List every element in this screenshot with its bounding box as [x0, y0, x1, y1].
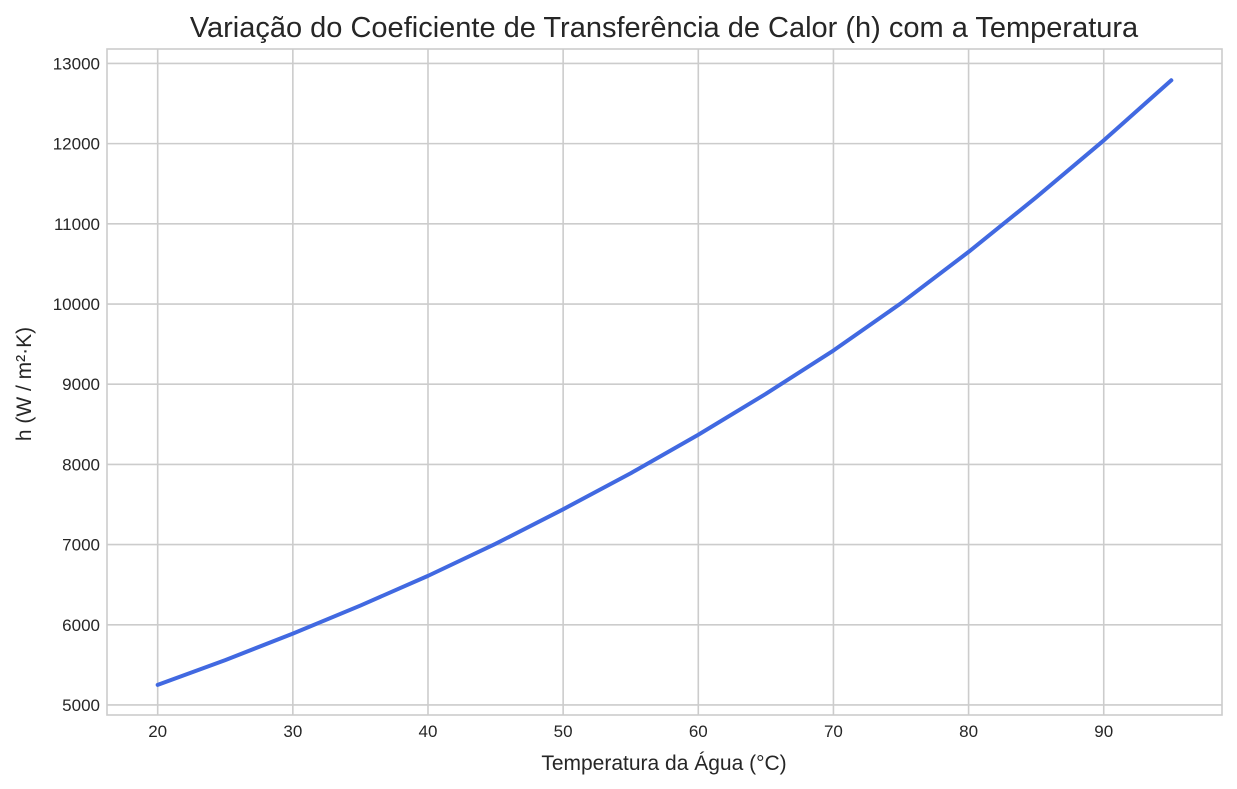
y-tick-label: 12000 [53, 135, 100, 154]
y-tick-label: 11000 [54, 215, 100, 234]
y-axis-ticks: 5000 6000 7000 8000 9000 10000 11000 12000 13000 [53, 54, 100, 715]
x-tick-label: 60 [689, 722, 708, 741]
series-layer [155, 78, 1174, 687]
y-tick-label: 8000 [62, 455, 100, 474]
plot-area-frame [106, 48, 1223, 716]
y-tick-label: 13000 [53, 54, 100, 73]
x-axis-label: Temperatura da Água (°C) [541, 752, 786, 775]
y-tick-label: 6000 [62, 616, 100, 635]
y-tick-label: 7000 [62, 536, 100, 555]
x-axis-ticks: 20 30 40 50 60 70 80 90 [148, 722, 1113, 741]
y-tick-label: 5000 [62, 696, 100, 715]
series-line [155, 78, 1174, 687]
x-tick-label: 50 [554, 722, 573, 741]
x-tick-label: 20 [148, 722, 167, 741]
x-tick-label: 30 [283, 722, 302, 741]
grid [107, 49, 1222, 715]
x-tick-label: 80 [959, 722, 978, 741]
y-tick-label: 9000 [62, 375, 100, 394]
x-tick-label: 40 [419, 722, 438, 741]
x-tick-label: 90 [1094, 722, 1113, 741]
y-axis-label: h (W / m²·K) [13, 327, 36, 441]
y-tick-label: 10000 [53, 295, 100, 314]
chart-title: Variação do Coeficiente de Transferência… [190, 12, 1139, 44]
x-tick-label: 70 [824, 722, 843, 741]
